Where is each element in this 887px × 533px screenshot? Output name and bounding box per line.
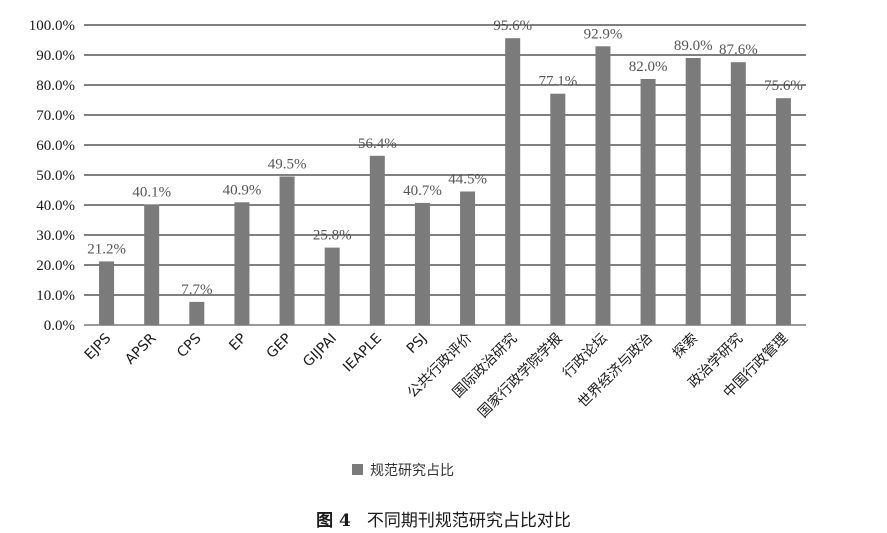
bar bbox=[595, 46, 611, 326]
bar bbox=[144, 204, 160, 325]
y-tick-label: 0.0% bbox=[44, 318, 75, 334]
y-tick-label: 30.0% bbox=[36, 228, 75, 244]
y-tick-label: 70.0% bbox=[36, 108, 75, 124]
data-label: 25.8% bbox=[313, 228, 352, 244]
y-tick-label: 60.0% bbox=[36, 138, 75, 154]
bar bbox=[685, 58, 701, 325]
data-label: 77.1% bbox=[538, 74, 577, 90]
x-category-label: 探索 bbox=[669, 330, 701, 362]
data-label: 89.0% bbox=[674, 38, 713, 54]
bar bbox=[460, 191, 476, 325]
data-label: 44.5% bbox=[448, 172, 487, 188]
legend-swatch bbox=[352, 464, 363, 475]
data-label: 21.2% bbox=[87, 241, 126, 257]
legend-label: 规范研究占比 bbox=[370, 462, 454, 479]
x-category-label: EP bbox=[226, 331, 250, 355]
x-category-label: EJPS bbox=[82, 330, 115, 363]
y-tick-label: 80.0% bbox=[36, 78, 75, 94]
data-label: 7.7% bbox=[181, 282, 212, 298]
y-tick-label: 10.0% bbox=[36, 288, 75, 304]
data-label: 40.1% bbox=[132, 185, 171, 201]
x-category-label: APSR bbox=[122, 330, 159, 367]
bar bbox=[279, 176, 295, 325]
bar bbox=[99, 261, 115, 325]
y-tick-label: 40.0% bbox=[36, 198, 75, 214]
x-category-label: IEAPLE bbox=[340, 331, 385, 376]
figure-title: 不同期刊规范研究占比对比 bbox=[366, 511, 571, 531]
bar bbox=[550, 93, 566, 325]
x-category-label: CPS bbox=[174, 330, 205, 361]
x-category-label: 国家行政学院学报 bbox=[474, 330, 565, 421]
data-label: 75.6% bbox=[764, 78, 803, 94]
x-category-label: GIJPAI bbox=[300, 331, 340, 371]
x-category-label: PSJ bbox=[404, 331, 430, 357]
y-tick-label: 50.0% bbox=[36, 168, 75, 184]
bar bbox=[505, 38, 521, 325]
bar bbox=[324, 247, 340, 325]
y-tick-label: 100.0% bbox=[29, 18, 75, 34]
data-label: 49.5% bbox=[268, 157, 307, 173]
data-label: 95.6% bbox=[493, 18, 532, 34]
y-tick-label: 90.0% bbox=[36, 48, 75, 64]
data-label: 40.9% bbox=[223, 182, 262, 198]
bar bbox=[189, 301, 205, 325]
bar bbox=[414, 202, 430, 325]
bar bbox=[730, 62, 746, 325]
bar bbox=[775, 98, 791, 325]
x-category-label: GEP bbox=[264, 331, 295, 362]
figure-number: 图 4 bbox=[316, 511, 351, 531]
data-label: 56.4% bbox=[358, 136, 397, 152]
data-label: 82.0% bbox=[629, 59, 668, 75]
bar bbox=[234, 202, 250, 325]
bar bbox=[369, 155, 385, 325]
data-label: 40.7% bbox=[403, 183, 442, 199]
data-label: 92.9% bbox=[584, 26, 623, 42]
y-tick-label: 20.0% bbox=[36, 258, 75, 274]
data-label: 87.6% bbox=[719, 42, 758, 58]
bar bbox=[640, 79, 656, 325]
figure-caption: 图 4 不同期刊规范研究占比对比 bbox=[0, 506, 887, 531]
